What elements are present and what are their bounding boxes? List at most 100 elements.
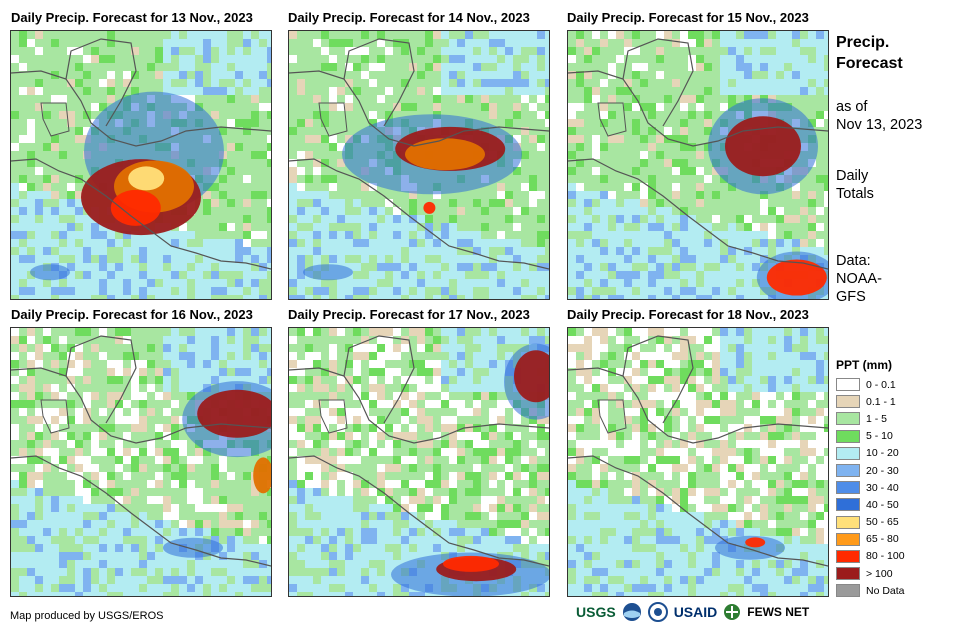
precip-area xyxy=(443,555,499,572)
coastline xyxy=(11,367,271,444)
legend-item: > 100 xyxy=(836,565,905,582)
precip-area xyxy=(745,537,766,548)
precip-map-svg xyxy=(11,31,271,299)
precip-area xyxy=(128,166,165,191)
legend-swatch xyxy=(836,515,860,529)
precip-area xyxy=(253,457,271,494)
legend-label: 0 - 0.1 xyxy=(866,378,896,391)
usgs-logo-text: USGS xyxy=(576,604,616,620)
map-panel-2 xyxy=(288,30,550,300)
coastline xyxy=(622,335,694,424)
fews-logo-icon xyxy=(724,604,741,620)
precip-area xyxy=(163,537,223,558)
side-data-line1: Data: xyxy=(836,253,871,269)
legend-swatch xyxy=(836,584,860,598)
legend-swatch xyxy=(836,378,860,392)
side-daily: Daily Totals xyxy=(836,167,874,203)
legend-item: 0.1 - 1 xyxy=(836,393,905,410)
side-title: Precip. Forecast xyxy=(836,32,903,74)
legend-label: 10 - 20 xyxy=(866,447,899,460)
coastline xyxy=(11,455,271,567)
legend-title: PPT (mm) xyxy=(836,358,893,372)
legend-label: 80 - 100 xyxy=(866,550,905,563)
map-panel-3 xyxy=(567,30,829,300)
map-panel-6 xyxy=(567,327,829,597)
legend-label: 1 - 5 xyxy=(866,412,888,425)
precip-map-svg xyxy=(11,328,271,596)
noaa-logo-icon xyxy=(622,603,641,621)
legend-label: 0.1 - 1 xyxy=(866,395,896,408)
side-daily-line1: Daily xyxy=(836,168,869,184)
panel-title-6: Daily Precip. Forecast for 18 Nov., 2023 xyxy=(567,307,809,322)
legend-item: 40 - 50 xyxy=(836,496,905,513)
precip-area xyxy=(715,535,785,560)
map-panel-4 xyxy=(10,327,272,597)
legend-swatch xyxy=(836,446,860,460)
legend-swatch xyxy=(836,549,860,563)
legend-label: > 100 xyxy=(866,567,893,580)
precip-area xyxy=(303,264,353,281)
side-title-line1: Precip. xyxy=(836,34,890,51)
coastline xyxy=(343,335,415,424)
panel-title-5: Daily Precip. Forecast for 17 Nov., 2023 xyxy=(288,307,530,322)
panel-title-1: Daily Precip. Forecast for 13 Nov., 2023 xyxy=(11,10,253,25)
fewsnet-logo: FEWS NET xyxy=(747,605,809,619)
precip-area xyxy=(725,116,801,177)
coastline xyxy=(568,158,828,270)
seal-logo-icon xyxy=(647,602,668,622)
legend: 0 - 0.1 0.1 - 1 1 - 5 5 - 10 10 - 20 20 - 30 3… xyxy=(836,376,905,599)
legend-item: 65 - 80 xyxy=(836,531,905,548)
legend-swatch xyxy=(836,532,860,546)
legend-item: 1 - 5 xyxy=(836,410,905,427)
precip-area xyxy=(514,350,549,403)
usgs-logo: USGS xyxy=(576,604,616,620)
side-data-line3: GFS xyxy=(836,289,866,305)
legend-item: 50 - 65 xyxy=(836,514,905,531)
legend-swatch xyxy=(836,481,860,495)
coastline xyxy=(289,70,549,147)
coastline xyxy=(65,38,137,127)
precip-map-svg xyxy=(568,31,828,299)
precip-area xyxy=(423,201,436,214)
side-asof-line1: as of xyxy=(836,99,868,115)
precip-map-svg xyxy=(289,31,549,299)
precip-area xyxy=(405,138,485,171)
legend-label: 30 - 40 xyxy=(866,481,899,494)
coastline xyxy=(622,38,694,127)
legend-swatch xyxy=(836,429,860,443)
precip-area xyxy=(766,259,827,296)
panel-title-2: Daily Precip. Forecast for 14 Nov., 2023 xyxy=(288,10,530,25)
legend-swatch xyxy=(836,395,860,409)
country-border xyxy=(318,102,348,137)
fewsnet-logo-text: FEWS NET xyxy=(747,605,810,619)
legend-item: 10 - 20 xyxy=(836,445,905,462)
panel-title-3: Daily Precip. Forecast for 15 Nov., 2023 xyxy=(567,10,809,25)
legend-item: No Data xyxy=(836,582,905,599)
panel-title-4: Daily Precip. Forecast for 16 Nov., 2023 xyxy=(11,307,253,322)
country-border xyxy=(40,399,70,434)
side-title-line2: Forecast xyxy=(836,55,903,72)
coastline xyxy=(289,455,549,567)
legend-label: No Data xyxy=(866,584,905,597)
legend-item: 5 - 10 xyxy=(836,428,905,445)
legend-item: 80 - 100 xyxy=(836,548,905,565)
country-border xyxy=(40,102,70,137)
side-data: Data: NOAA- GFS xyxy=(836,252,882,306)
legend-swatch xyxy=(836,567,860,581)
coastline xyxy=(568,455,828,567)
legend-label: 40 - 50 xyxy=(866,498,899,511)
logos: USGS USAID FEWS NET xyxy=(576,602,809,622)
precip-map-svg xyxy=(289,328,549,596)
usaid-logo: USAID xyxy=(674,604,718,620)
precip-area xyxy=(197,389,271,438)
legend-label: 20 - 30 xyxy=(866,464,899,477)
side-asof-line2: Nov 13, 2023 xyxy=(836,117,923,133)
legend-item: 0 - 0.1 xyxy=(836,376,905,393)
coastline xyxy=(343,38,415,127)
legend-label: 50 - 65 xyxy=(866,516,899,529)
legend-swatch xyxy=(836,464,860,478)
coastline xyxy=(568,367,828,444)
legend-label: 65 - 80 xyxy=(866,533,899,546)
coastline xyxy=(11,70,271,147)
credit-text: Map produced by USGS/EROS xyxy=(10,610,164,622)
